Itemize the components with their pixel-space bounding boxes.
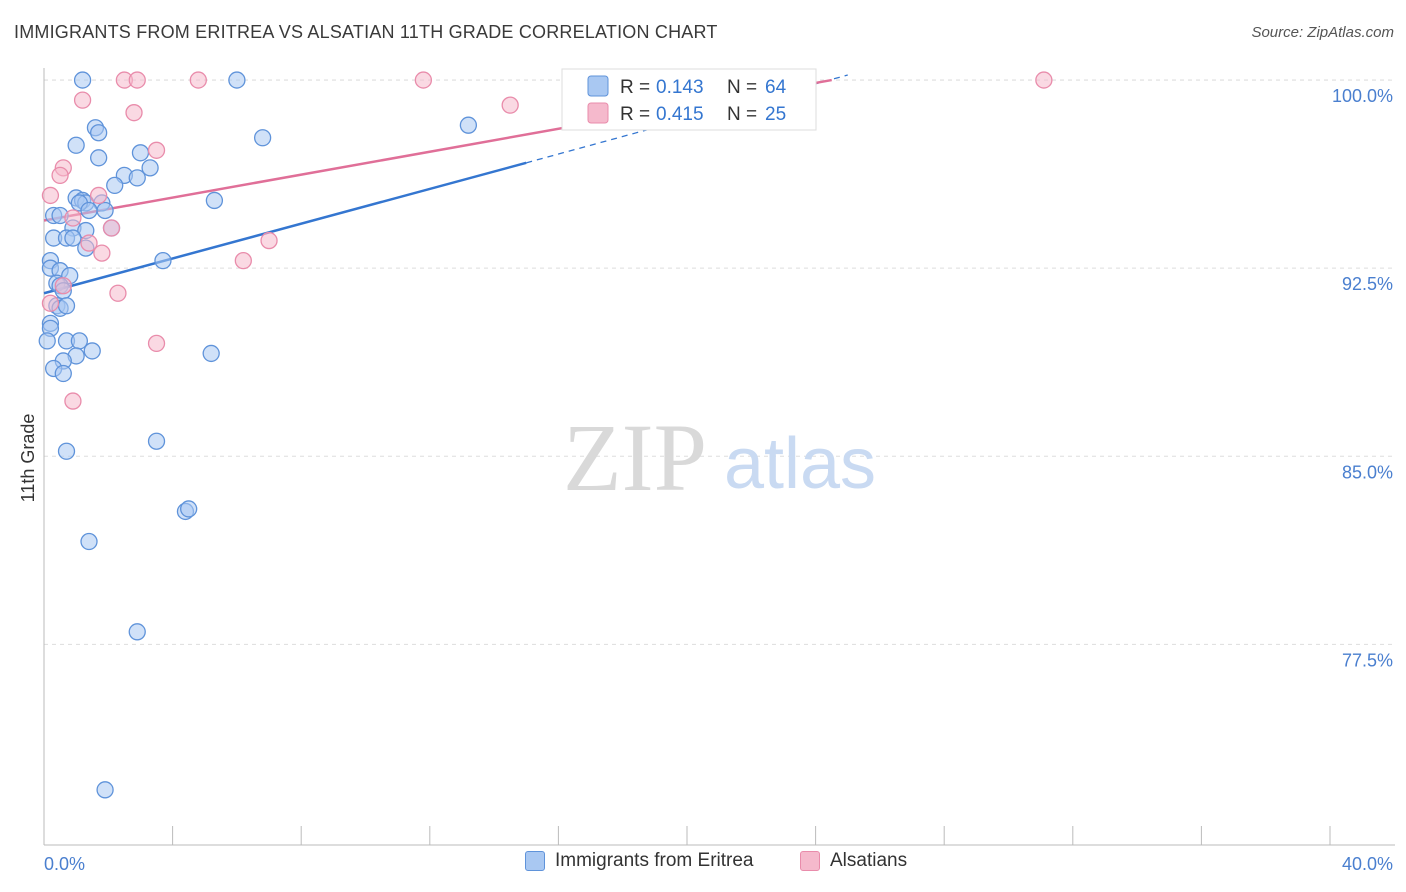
point-alsatian [189,71,207,89]
y-tick-labels: 77.5% 85.0% 92.5% 100.0% [1332,86,1393,670]
point-alsatian [501,96,519,114]
point-eritrea [90,149,108,167]
x-tick-label-max: 40.0% [1342,854,1393,874]
legend-swatch-pink [587,102,609,124]
point-eritrea [80,532,98,551]
point-alsatian [414,71,433,89]
legend-r-label-1: R = [620,77,650,98]
x-tick-labels: 0.0% 40.0% [44,854,1393,874]
axes [43,68,1395,846]
watermark-zip: ZIP [563,404,707,511]
stats-legend: R = 0.143 N = 64 R = 0.415 N = 25 [561,68,817,131]
legend-swatch-blue [587,75,609,97]
legend-label-alsatians: Alsatians [830,850,908,871]
point-alsatian [64,392,82,410]
point-eritrea [38,332,56,350]
y-tick-label: 92.5% [1342,274,1393,294]
point-alsatian [80,234,98,252]
point-alsatian [64,209,82,227]
point-eritrea [128,623,146,641]
legend-item-eritrea: Immigrants from Eritrea [525,850,753,872]
point-eritrea [253,129,272,147]
grid-lines [44,79,1395,645]
data-points [38,71,1053,799]
point-eritrea [106,176,124,195]
point-alsatian [147,141,166,159]
legend-n-label-1: N = [727,77,757,98]
point-eritrea [64,229,82,247]
source-label: Source: ZipAtlas.com [1251,24,1394,41]
point-eritrea [83,342,101,360]
y-tick-label: 77.5% [1342,650,1393,670]
legend-r-value-2: 0.415 [656,104,704,125]
y-axis-label: 11th Grade [18,414,38,503]
legend-label-eritrea: Immigrants from Eritrea [555,850,754,871]
legend-n-value-1: 64 [765,77,787,98]
legend-r-label-2: R = [620,104,650,125]
legend-swatch-alsatians [800,851,820,871]
y-tick-label: 100.0% [1332,86,1393,106]
point-alsatian [41,294,60,312]
legend-n-value-2: 25 [765,104,786,125]
point-eritrea [128,169,146,187]
series-legend: Immigrants from Eritrea Alsatians [0,850,1406,880]
point-eritrea [96,201,114,220]
point-alsatian [90,186,108,205]
x-tick-label-min: 0.0% [44,854,85,874]
point-alsatian [234,251,252,270]
point-eritrea [96,781,114,799]
point-alsatian [1035,71,1053,89]
point-eritrea [141,159,159,177]
point-alsatian [125,104,143,122]
point-eritrea [90,124,108,142]
watermark: ZIP atlas [563,404,876,511]
point-alsatian [51,166,69,185]
point-alsatian [128,71,146,89]
legend-r-value-1: 0.143 [656,77,704,98]
point-eritrea [73,71,92,89]
point-alsatian [41,186,60,205]
legend-swatch-eritrea [525,851,545,871]
point-alsatian [93,244,111,262]
point-eritrea [57,297,76,315]
point-alsatian [102,219,121,237]
legend-item-alsatians: Alsatians [800,850,907,872]
point-alsatian [109,284,127,302]
point-alsatian [260,231,278,250]
point-eritrea [228,71,246,89]
point-eritrea [205,191,224,210]
point-eritrea [80,201,98,220]
watermark-atlas: atlas [724,424,876,504]
point-eritrea [57,442,76,460]
y-tick-label: 85.0% [1342,462,1393,482]
point-eritrea [54,364,72,383]
legend-n-label-2: N = [727,104,757,125]
point-eritrea [459,116,478,134]
point-eritrea [180,500,198,518]
point-eritrea [147,432,166,450]
trend-line-eritrea [43,161,527,295]
point-alsatian [54,277,72,295]
point-eritrea [202,344,220,363]
point-eritrea [131,144,150,162]
point-eritrea [67,136,85,154]
point-eritrea [154,251,172,270]
chart-title: IMMIGRANTS FROM ERITREA VS ALSATIAN 11TH… [14,22,718,42]
point-alsatian [147,334,166,353]
point-alsatian [73,91,92,109]
